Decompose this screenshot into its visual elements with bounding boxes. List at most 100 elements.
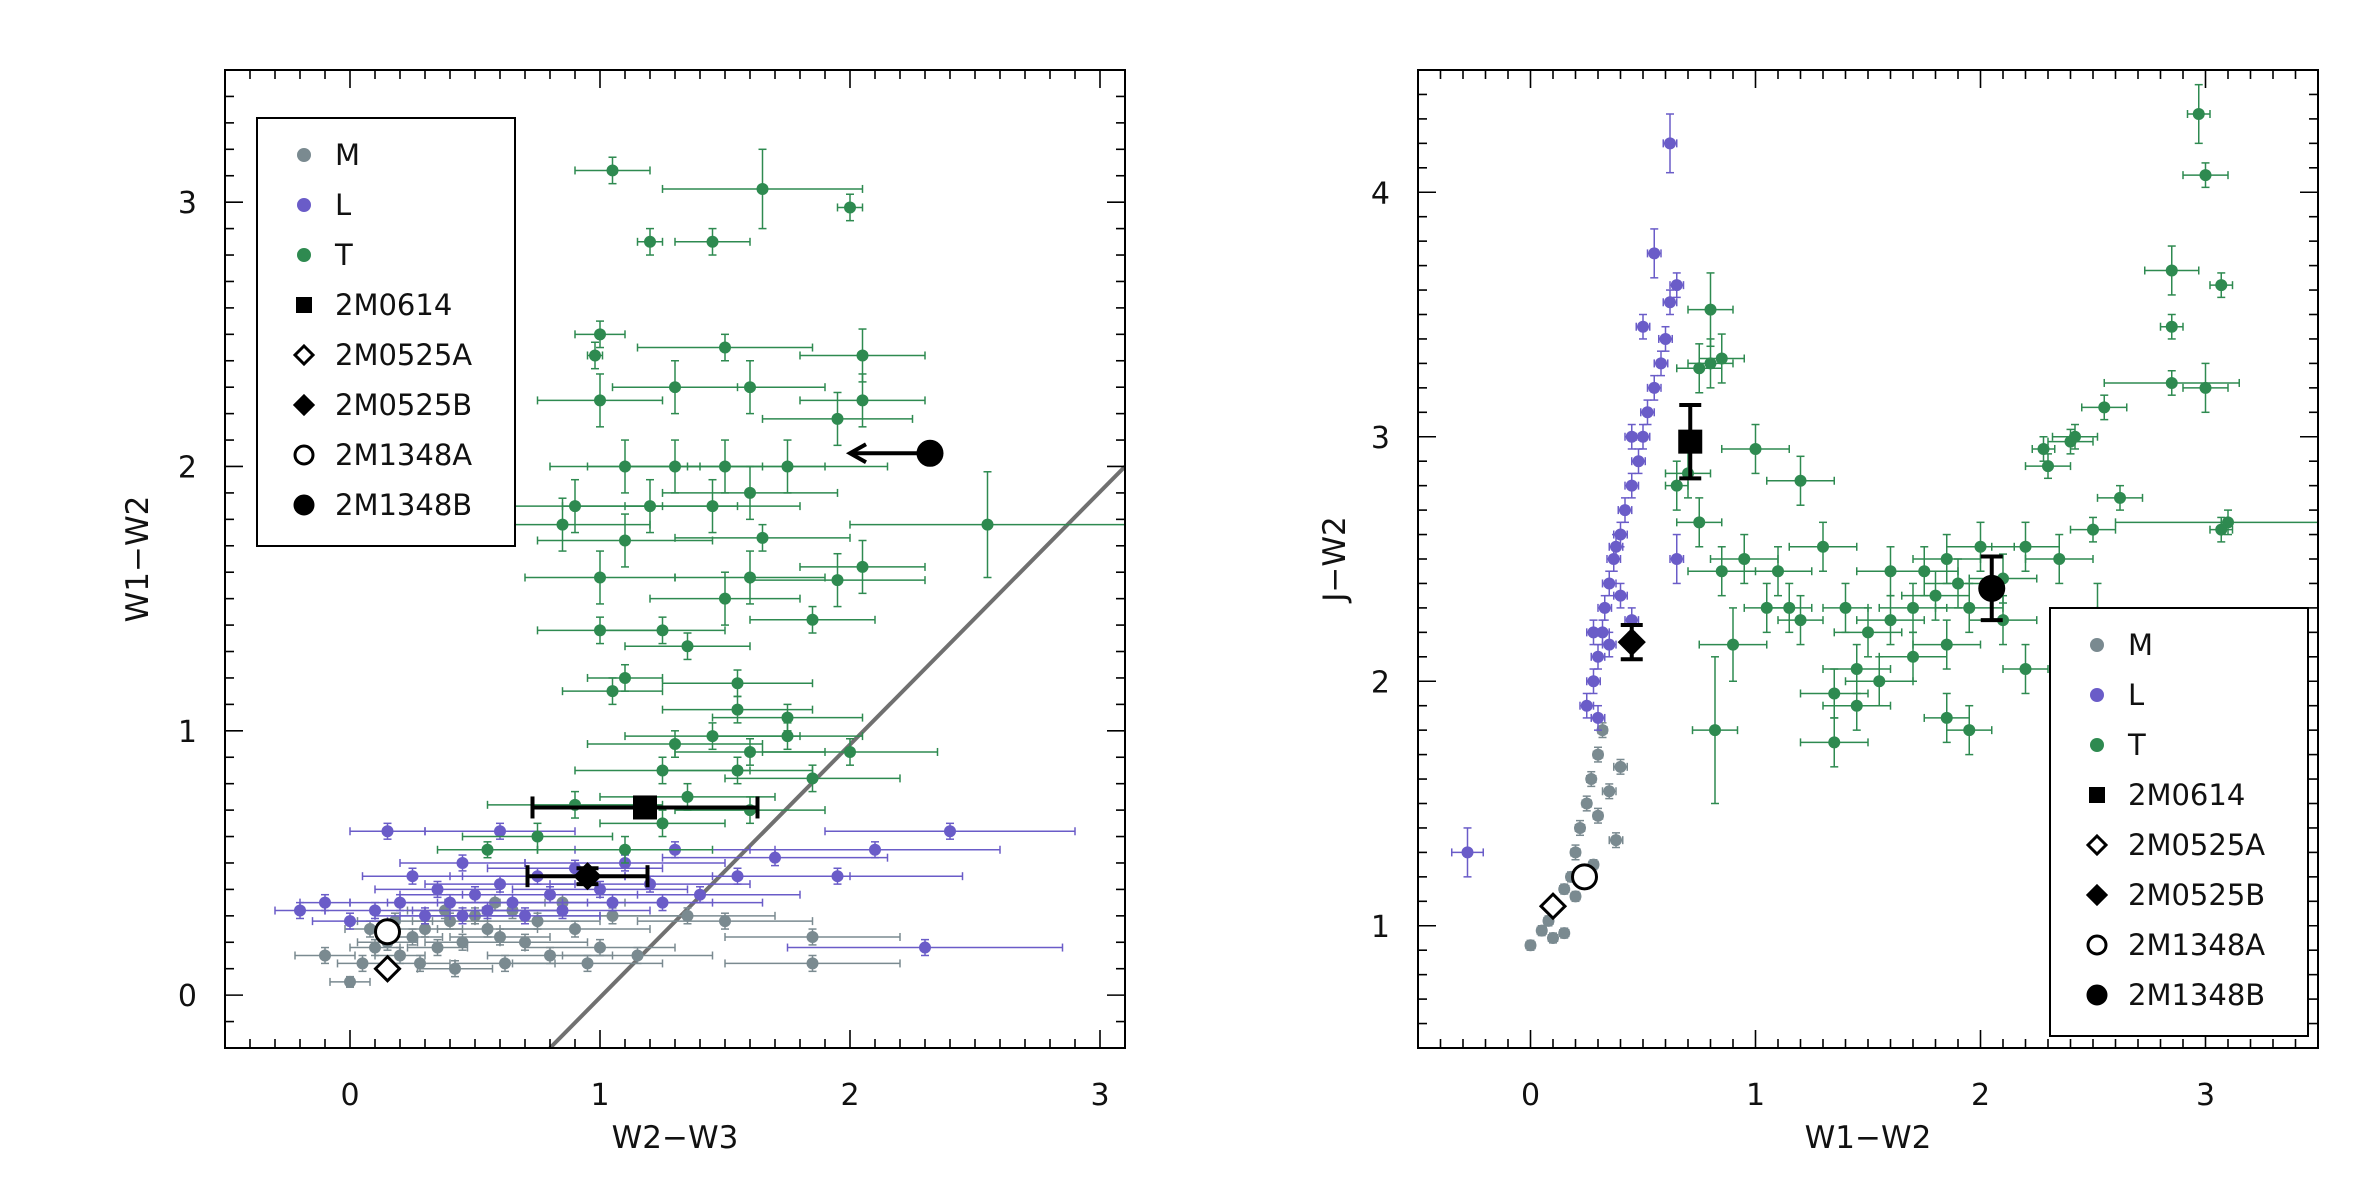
t-marker [1940, 711, 1953, 724]
data-point-m [724, 928, 901, 946]
data-point-t [1912, 533, 1982, 585]
t-marker [1693, 362, 1706, 375]
m-marker [1558, 883, 1571, 896]
t-marker [844, 201, 856, 214]
series-l [1451, 113, 1685, 878]
data-point-t [761, 737, 939, 766]
data-point-t [1833, 607, 1903, 658]
l-marker [656, 896, 669, 909]
filled-diamond-marker [1617, 628, 1646, 657]
data-point-m [1613, 758, 1628, 775]
l-marker [869, 843, 881, 856]
t-marker [1794, 474, 1807, 487]
m-marker [494, 930, 506, 943]
data-point-l [349, 822, 426, 840]
t-marker [1715, 565, 1728, 578]
data-point-t [674, 523, 851, 552]
l-marker [456, 856, 469, 869]
m-marker [594, 941, 606, 954]
data-point-m [1547, 931, 1559, 944]
data-point-m [294, 946, 356, 965]
t-marker [2019, 663, 2032, 676]
data-point-t [636, 227, 664, 256]
data-point-l [1590, 704, 1606, 731]
data-point-m [1558, 927, 1571, 940]
l-marker [1670, 279, 1683, 292]
l-marker [769, 851, 781, 864]
data-point-l [1597, 594, 1613, 621]
t-marker [656, 764, 669, 777]
t-marker [1940, 638, 1953, 651]
data-point-l [824, 822, 1076, 840]
filled-circle-marker [2086, 984, 2108, 1006]
legend-entry-sq: 2M0614 [296, 288, 452, 322]
y-tick-label: 4 [1371, 176, 1390, 211]
filled-circle-marker [1978, 574, 2006, 602]
t-marker [756, 182, 769, 195]
t-marker [619, 843, 631, 856]
l-marker [1461, 846, 1474, 859]
t-marker [619, 534, 631, 547]
t-marker [1952, 577, 1964, 590]
data-point-t [1946, 521, 2015, 572]
l-marker [1614, 528, 1627, 541]
data-point-t [2144, 245, 2200, 296]
t-marker [1929, 589, 1942, 602]
data-point-m [1535, 924, 1548, 937]
data-point-t [1687, 272, 1734, 348]
data-point-l [1617, 497, 1633, 524]
m-marker [569, 923, 581, 936]
special-object-sq [1678, 402, 1703, 481]
m-marker [1569, 846, 1582, 859]
legend-entry-M: M [2090, 628, 2153, 662]
series-t [436, 148, 1125, 864]
data-point-t [1844, 656, 1914, 707]
m-marker [681, 909, 694, 922]
t-marker [844, 745, 856, 758]
l-marker [1625, 479, 1638, 492]
data-point-t [1721, 423, 1790, 475]
l-marker [556, 904, 569, 917]
data-point-t [1664, 448, 1712, 499]
t-marker [706, 730, 719, 743]
data-point-l [1590, 643, 1606, 670]
t-marker [781, 711, 794, 724]
legend-label: 2M1348B [335, 488, 472, 522]
t-marker [589, 349, 601, 362]
data-point-l [1640, 399, 1655, 426]
x-tick-label: 3 [2196, 1078, 2215, 1113]
t-marker [1715, 352, 1728, 365]
legend-label: 2M0525A [335, 338, 472, 372]
special-object-od [373, 954, 402, 983]
t-marker [1828, 687, 1841, 700]
l-marker [1598, 601, 1611, 614]
m-marker [364, 923, 376, 936]
t-marker [594, 394, 606, 407]
t-marker [731, 703, 744, 716]
t-marker [2053, 553, 2066, 565]
l-marker [1664, 137, 1676, 150]
data-point-l [1635, 313, 1651, 340]
legend-entry-L: L [2090, 678, 2144, 712]
l-marker [1664, 296, 1676, 309]
t-marker [2098, 401, 2111, 414]
data-point-t [1968, 594, 2038, 646]
filled-diamond-marker [573, 862, 602, 891]
t-marker [1918, 565, 1931, 578]
t-marker [644, 235, 656, 248]
t-marker [1963, 601, 1976, 614]
m-marker [419, 923, 431, 936]
l-marker [406, 870, 419, 883]
filled-diamond-marker [2085, 883, 2109, 907]
data-point-l [424, 822, 576, 840]
l-marker [297, 198, 311, 212]
legend-entry-od: 2M0525A [2085, 828, 2265, 862]
l-marker [1625, 430, 1638, 443]
m-marker [581, 957, 594, 970]
axis-ticks [224, 69, 1126, 1049]
data-point-t [661, 465, 839, 521]
t-marker [2087, 523, 2099, 536]
x-tick-label: 1 [590, 1078, 609, 1113]
t-marker [1704, 303, 1717, 316]
